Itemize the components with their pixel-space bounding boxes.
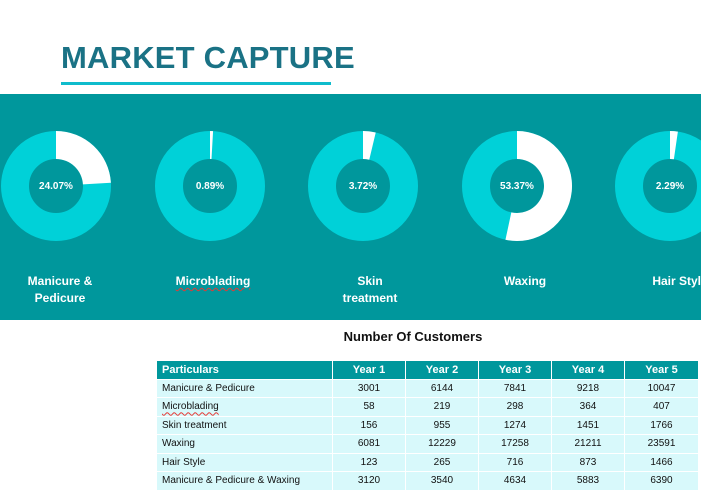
table-cell: 364 [551, 397, 625, 417]
table-cell: 17258 [478, 434, 552, 454]
donut-percent-label: 24.07% [39, 180, 73, 192]
category-label-line: Waxing [503, 274, 547, 288]
customers-table: Particulars Year 1 Year 2 Year 3 Year 4 … [156, 360, 699, 491]
table-cell: 3120 [332, 471, 406, 491]
table-cell: 9218 [551, 378, 625, 398]
table-cell: 1766 [624, 415, 699, 435]
category-label-line: Microblading [175, 274, 251, 288]
table-cell: 12229 [405, 434, 479, 454]
table-cell: 58 [332, 397, 406, 417]
column-header: Year 4 [551, 360, 625, 380]
donut-chart-manicure-pedicure: 24.07% [1, 131, 111, 241]
table-row: Manicure & Pedicure & Waxing 3120 3540 4… [156, 471, 699, 491]
table-cell: 873 [551, 452, 625, 472]
table-row: Hair Style 123 265 716 873 1466 [156, 452, 699, 472]
cell-text: Microblading [162, 401, 219, 413]
category-label-line: Manicure & [27, 274, 93, 288]
title-underline [61, 82, 331, 85]
table-cell: 407 [624, 397, 699, 417]
table-cell: 955 [405, 415, 479, 435]
table-row: Waxing 6081 12229 17258 21211 23591 [156, 434, 699, 454]
table-cell: 298 [478, 397, 552, 417]
column-header: Year 3 [478, 360, 552, 380]
category-label-line: treatment [342, 291, 398, 305]
donut-chart-microblading: 0.89% [155, 131, 265, 241]
table-cell: 265 [405, 452, 479, 472]
column-header: Year 2 [405, 360, 479, 380]
table-cell: 156 [332, 415, 406, 435]
table-row: Microblading 58 219 298 364 407 [156, 397, 699, 417]
donut-slice-microblading [210, 131, 214, 160]
donut-svg [462, 131, 572, 241]
donut-svg [615, 131, 701, 241]
table-cell: Waxing [156, 434, 333, 454]
table-cell: 1466 [624, 452, 699, 472]
category-label-line: Skin [357, 274, 383, 288]
donut-slice-waxing [505, 131, 572, 241]
page-title: MARKET CAPTURE [61, 40, 355, 75]
table-cell: 23591 [624, 434, 699, 454]
table-title: Number Of Customers [343, 329, 483, 344]
donut-svg [1, 131, 111, 241]
donut-slice-manicure-pedicure [56, 131, 111, 185]
table-cell: Manicure & Pedicure [156, 378, 333, 398]
table-cell: Microblading [156, 397, 333, 417]
table-cell: 5883 [551, 471, 625, 491]
table-row: Manicure & Pedicure 3001 6144 7841 9218 … [156, 378, 699, 398]
donut-percent-label: 3.72% [348, 180, 378, 192]
table-cell: Skin treatment [156, 415, 333, 435]
table-cell: 3540 [405, 471, 479, 491]
donut-svg [155, 131, 265, 241]
table-cell: 3001 [332, 378, 406, 398]
donut-chart-waxing: 53.37% [462, 131, 572, 241]
category-label-skin-treatment: Skin treatment [315, 273, 425, 307]
category-label-line: Hair Style [652, 274, 701, 288]
table-cell: Manicure & Pedicure & Waxing [156, 471, 333, 491]
table-header-row: Particulars Year 1 Year 2 Year 3 Year 4 … [156, 360, 699, 380]
donut-svg [308, 131, 418, 241]
table-cell: 10047 [624, 378, 699, 398]
category-label-microblading: Microblading [158, 273, 268, 290]
table-cell: 21211 [551, 434, 625, 454]
table-cell: 1451 [551, 415, 625, 435]
donut-percent-label: 0.89% [195, 180, 225, 192]
column-header: Year 5 [624, 360, 699, 380]
table-cell: 123 [332, 452, 406, 472]
column-header: Year 1 [332, 360, 406, 380]
table-cell: 6081 [332, 434, 406, 454]
table-cell: 1274 [478, 415, 552, 435]
donut-chart-skin-treatment: 3.72% [308, 131, 418, 241]
column-header: Particulars [156, 360, 333, 380]
category-label-waxing: Waxing [470, 273, 580, 290]
table-cell: Hair Style [156, 452, 333, 472]
donut-chart-hair-style: 2.29% [615, 131, 701, 241]
table-cell: 219 [405, 397, 479, 417]
category-label-manicure-pedicure: Manicure & Pedicure [5, 273, 115, 307]
donut-percent-label: 53.37% [500, 180, 534, 192]
donut-slice-hair-style [670, 131, 678, 160]
table-row: Skin treatment 156 955 1274 1451 1766 [156, 415, 699, 435]
table-cell: 716 [478, 452, 552, 472]
table-cell: 6390 [624, 471, 699, 491]
donut-percent-label: 2.29% [655, 180, 685, 192]
donut-slice-skin-treatment [363, 131, 376, 160]
category-label-line: Pedicure [34, 291, 86, 305]
category-label-hair-style: Hair Style [625, 273, 701, 290]
market-capture-band: 24.07% Manicure & Pedicure 0.89% Microbl… [0, 94, 701, 320]
table-cell: 7841 [478, 378, 552, 398]
table-cell: 6144 [405, 378, 479, 398]
table-cell: 4634 [478, 471, 552, 491]
